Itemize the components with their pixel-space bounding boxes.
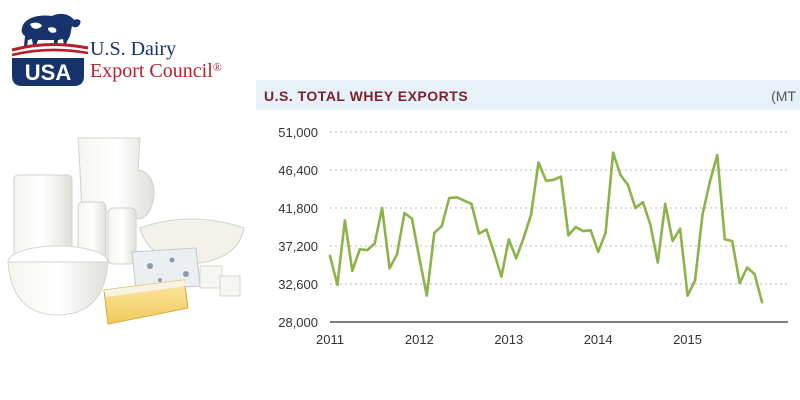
- data-point: [514, 257, 518, 260]
- data-point: [589, 229, 592, 232]
- cow-icon: [21, 13, 81, 46]
- data-point: [351, 269, 354, 272]
- whey-exports-line-chart: 51,000 46,400 41,800 37,200 32,600 28,000 201…: [278, 125, 788, 347]
- data-point: [634, 206, 637, 210]
- data-point: [567, 234, 570, 237]
- data-point: [552, 178, 555, 182]
- data-point: [701, 213, 704, 216]
- data-point: [544, 179, 548, 182]
- data-point: [671, 239, 674, 243]
- data-point: [582, 229, 585, 233]
- data-point: [604, 231, 607, 234]
- data-point: [626, 183, 630, 187]
- data-point: [596, 250, 600, 253]
- data-point: [641, 201, 645, 204]
- data-point: [462, 199, 466, 202]
- chart-header: U.S. TOTAL WHEY EXPORTS (MT: [256, 80, 800, 110]
- usa-badge: USA: [12, 58, 84, 86]
- data-point: [708, 180, 712, 183]
- x-tick-label: 2015: [673, 332, 702, 347]
- data-point: [403, 211, 406, 215]
- data-point: [738, 281, 741, 285]
- x-tick-label: 2014: [584, 332, 613, 347]
- data-point: [358, 248, 361, 251]
- chart-unit-label: (MT: [771, 88, 796, 104]
- y-tick-label: 51,000: [278, 125, 318, 140]
- data-point: [611, 151, 615, 154]
- data-point: [716, 153, 719, 157]
- data-point: [388, 267, 391, 270]
- chart-title: U.S. TOTAL WHEY EXPORTS: [264, 88, 469, 104]
- data-point: [418, 257, 421, 260]
- usa-badge-text: USA: [25, 60, 72, 85]
- data-point: [559, 175, 563, 178]
- data-point: [485, 228, 488, 231]
- data-point: [492, 250, 496, 253]
- data-point: [649, 223, 652, 226]
- data-point: [440, 224, 443, 228]
- series-line: [328, 151, 764, 304]
- data-point: [686, 294, 689, 297]
- data-point: [373, 242, 376, 245]
- data-point: [500, 275, 503, 278]
- data-point: [433, 231, 436, 234]
- data-point: [619, 173, 622, 177]
- data-point: [343, 219, 347, 222]
- y-tick-label: 37,200: [278, 239, 318, 254]
- data-point: [336, 283, 339, 287]
- data-point: [723, 238, 727, 241]
- data-point: [656, 261, 659, 264]
- y-tick-label: 32,600: [278, 277, 318, 292]
- data-point: [760, 300, 764, 304]
- data-point: [447, 196, 451, 200]
- data-point: [745, 266, 749, 269]
- data-point: [507, 238, 510, 241]
- dairy-products-photo: [7, 137, 245, 325]
- data-point: [477, 232, 481, 235]
- data-point: [664, 202, 667, 206]
- data-point: [328, 254, 332, 258]
- logo-name: U.S. Dairy: [90, 38, 177, 60]
- x-tick-label: 2011: [316, 332, 344, 347]
- data-point: [366, 248, 369, 252]
- data-point: [693, 279, 697, 282]
- data-point: [380, 206, 384, 210]
- data-point: [529, 213, 533, 216]
- data-point: [522, 236, 525, 239]
- y-tick-label: 28,000: [278, 315, 318, 330]
- data-point: [537, 161, 540, 164]
- x-tick-label: 2013: [494, 332, 523, 347]
- data-point: [678, 227, 682, 230]
- x-tick-label: 2012: [405, 332, 434, 347]
- data-point: [470, 202, 473, 206]
- data-point: [425, 294, 429, 297]
- data-point: [731, 239, 734, 243]
- data-point: [455, 196, 458, 199]
- y-tick-label: 46,400: [278, 163, 318, 178]
- y-tick-label: 41,800: [278, 201, 318, 216]
- data-point: [574, 225, 578, 229]
- data-point: [753, 272, 756, 276]
- usdec-logo: USA: [11, 13, 89, 86]
- logo-subname: Export Council®: [90, 60, 222, 82]
- data-point: [410, 217, 414, 220]
- data-point: [395, 253, 399, 256]
